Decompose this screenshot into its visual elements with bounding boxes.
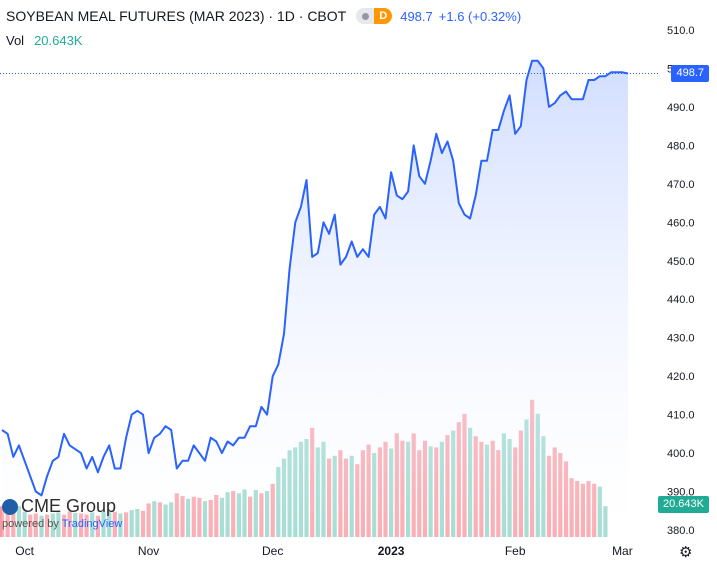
y-tick-label: 410.0: [667, 410, 695, 422]
y-tick-label: 400.0: [667, 448, 695, 460]
settings-gear-icon[interactable]: ⚙: [679, 544, 693, 561]
x-tick-label: 2023: [378, 544, 405, 558]
branding[interactable]: CME Group powered by TradingView: [2, 496, 122, 530]
cme-logo-text: CME Group: [21, 496, 117, 516]
y-tick-label: 450.0: [667, 256, 695, 268]
y-tick-label: 470.0: [667, 179, 695, 191]
x-tick-label: Nov: [138, 544, 159, 558]
powered-by-text: powered by: [2, 518, 59, 530]
price-change: +1.6 (+0.32%): [438, 8, 522, 24]
volume-label: Vol: [6, 33, 25, 48]
status-dot-icon: [356, 8, 375, 24]
x-tick-label: Feb: [505, 544, 526, 558]
y-tick-label: 460.0: [667, 217, 695, 229]
last-price: 498.7: [400, 8, 433, 24]
symbol-title[interactable]: SOYBEAN MEAL FUTURES (MAR 2023) · 1D · C…: [6, 8, 347, 24]
volume-value: 20.643K: [34, 33, 83, 48]
cme-globe-icon: [2, 498, 18, 515]
symbol-header: SOYBEAN MEAL FUTURES (MAR 2023) · 1D · C…: [6, 8, 521, 24]
price-line: [1, 59, 629, 497]
y-tick-label: 490.0: [667, 102, 695, 114]
y-tick-label: 510.0: [667, 25, 695, 37]
x-axis[interactable]: Oct Nov Dec 2023 Feb Mar: [15, 544, 632, 558]
y-tick-label: 430.0: [667, 333, 695, 345]
y-tick-label: 440.0: [667, 294, 695, 306]
x-tick-label: Dec: [262, 544, 283, 558]
market-status-pill[interactable]: D: [356, 8, 393, 24]
y-tick-label: 390.0: [667, 487, 695, 499]
x-tick-label: Oct: [15, 544, 34, 558]
delayed-badge: D: [374, 8, 393, 24]
y-axis[interactable]: 510.0500.0490.0480.0470.0460.0450.0440.0…: [667, 25, 695, 537]
tradingview-text: TradingView: [61, 518, 123, 530]
y-tick-label: 480.0: [667, 140, 695, 152]
volume-legend[interactable]: Vol 20.643K: [6, 33, 83, 48]
price-area: [2, 60, 628, 538]
y-tick-label: 420.0: [667, 371, 695, 383]
price-tag: 498.7: [671, 64, 709, 82]
x-tick-label: Mar: [612, 544, 633, 558]
volume-tag: 20.643K: [658, 495, 709, 513]
y-tick-label: 380.0: [667, 525, 695, 537]
